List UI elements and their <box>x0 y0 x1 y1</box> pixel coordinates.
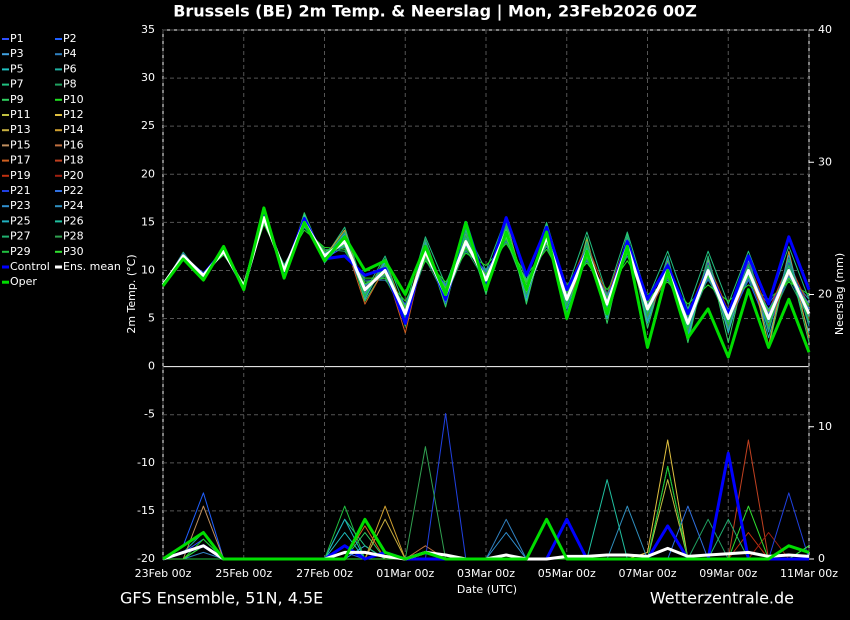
x-tick-label: 09Mar 00z <box>699 567 757 580</box>
y-tick-label: 20 <box>141 167 155 180</box>
legend-label: P11 <box>10 108 31 121</box>
legend-label: P4 <box>63 47 77 60</box>
y-tick-label: 5 <box>148 312 155 325</box>
legend-label: P10 <box>63 93 84 106</box>
legend-label: P29 <box>10 245 31 258</box>
legend-label: P13 <box>10 123 31 136</box>
y2-tick-label: 40 <box>818 23 832 36</box>
y2-tick-label: 0 <box>818 552 825 565</box>
y-tick-label: 10 <box>141 263 155 276</box>
legend-label: P3 <box>10 47 24 60</box>
y-axis-label: 2m Temp. (°C) <box>125 254 138 333</box>
legend-label: P9 <box>10 93 24 106</box>
footer-right: Wetterzentrale.de <box>650 589 794 608</box>
legend-label: P21 <box>10 184 31 197</box>
y-tick-label: -10 <box>137 456 155 469</box>
x-tick-label: 07Mar 00z <box>618 567 676 580</box>
y2-tick-label: 10 <box>818 420 832 433</box>
y-tick-label: 0 <box>148 360 155 373</box>
footer-left: GFS Ensemble, 51N, 4.5E <box>120 589 323 608</box>
legend-label: P25 <box>10 214 31 227</box>
legend-label: P19 <box>10 169 31 182</box>
x-tick-label: 11Mar 00z <box>780 567 838 580</box>
x-tick-label: 05Mar 00z <box>538 567 596 580</box>
legend-label: P14 <box>63 123 84 136</box>
legend-label: P18 <box>63 154 84 167</box>
legend-label: P23 <box>10 199 31 212</box>
x-tick-label: 03Mar 00z <box>457 567 515 580</box>
x-tick-label: 23Feb 00z <box>135 567 192 580</box>
y-tick-label: -5 <box>144 408 155 421</box>
legend-label: P26 <box>63 214 84 227</box>
precip-line <box>162 517 810 561</box>
legend-label: P16 <box>63 138 84 151</box>
x-tick-label: 27Feb 00z <box>296 567 353 580</box>
y-tick-label: 25 <box>141 119 155 132</box>
legend-label: Control <box>10 260 50 273</box>
y-tick-label: -15 <box>137 504 155 517</box>
legend-label: Ens. mean <box>63 260 121 273</box>
legend-label: P5 <box>10 62 24 75</box>
y-tick-label: 15 <box>141 215 155 228</box>
legend-label: P15 <box>10 138 31 151</box>
x-tick-label: 01Mar 00z <box>376 567 434 580</box>
chart-title: Brussels (BE) 2m Temp. & Neerslag | Mon,… <box>173 2 697 22</box>
legend-label: P27 <box>10 230 31 243</box>
legend-label: P7 <box>10 78 24 91</box>
legend-label: P20 <box>63 169 84 182</box>
legend-label: Oper <box>10 275 37 288</box>
x-axis-label: Date (UTC) <box>457 583 517 596</box>
legend-label: P12 <box>63 108 84 121</box>
legend-label: P30 <box>63 245 84 258</box>
y-tick-label: 30 <box>141 71 155 84</box>
legend-label: P6 <box>63 62 77 75</box>
y2-axis-label: Neerslag (mm) <box>833 253 846 335</box>
x-tick-label: 25Feb 00z <box>215 567 272 580</box>
legend-label: P24 <box>63 199 84 212</box>
y-tick-label: 35 <box>141 23 155 36</box>
legend-label: P2 <box>63 32 77 45</box>
y2-tick-label: 20 <box>818 288 832 301</box>
legend-label: P22 <box>63 184 84 197</box>
legend-label: P17 <box>10 154 31 167</box>
legend-label: P28 <box>63 230 84 243</box>
legend-label: P8 <box>63 78 77 91</box>
temp-line <box>161 206 811 359</box>
y2-tick-label: 30 <box>818 155 832 168</box>
y-tick-label: -20 <box>137 552 155 565</box>
legend-label: P1 <box>10 32 24 45</box>
